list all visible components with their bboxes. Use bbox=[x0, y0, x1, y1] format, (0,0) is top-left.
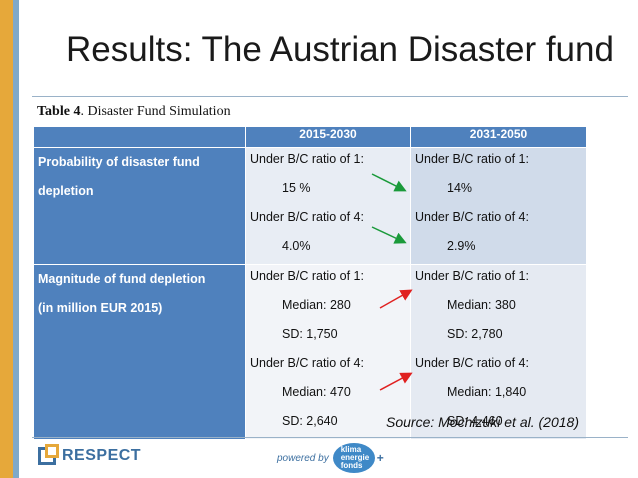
cell-line: Under B/C ratio of 1: bbox=[250, 269, 364, 283]
cell-line: Under B/C ratio of 4: bbox=[250, 210, 364, 224]
cell-line: 14% bbox=[447, 181, 473, 195]
table-row-magnitude: Magnitude of fund depletion (in million … bbox=[33, 264, 587, 440]
footer-divider bbox=[32, 437, 628, 438]
table-row-probability: Probability of disaster fund depletion U… bbox=[33, 147, 587, 265]
respect-logo-icon bbox=[38, 444, 59, 465]
row-label-line: depletion bbox=[38, 184, 94, 198]
simulation-table: 2015-2030 2031-2050 Probability of disas… bbox=[33, 126, 587, 440]
left-accent-bar bbox=[0, 0, 13, 478]
source-citation: Source: Mochizuki et al. (2018) bbox=[386, 414, 579, 430]
klima-line: klima bbox=[340, 445, 362, 454]
klima-fonds-logo-icon: klima energie fonds bbox=[332, 443, 375, 473]
row-label-probability: Probability of disaster fund depletion bbox=[33, 147, 246, 265]
klima-line: energie bbox=[340, 453, 370, 462]
cell-line: SD: 1,750 bbox=[282, 327, 338, 341]
powered-by-badge: powered by klima energie fonds + bbox=[277, 443, 384, 473]
klima-plus-icon: + bbox=[376, 451, 384, 465]
left-accent-bar-blue bbox=[13, 0, 19, 478]
table-caption: Table 4. Disaster Fund Simulation bbox=[37, 104, 231, 120]
slide-title: Results: The Austrian Disaster fund bbox=[66, 30, 614, 69]
cell-line: Under B/C ratio of 4: bbox=[415, 356, 529, 370]
table-header-row: 2015-2030 2031-2050 bbox=[33, 126, 587, 148]
row-label-magnitude: Magnitude of fund depletion (in million … bbox=[33, 264, 246, 440]
respect-logo-text: RESPECT bbox=[62, 447, 142, 464]
cell-line: 4.0% bbox=[282, 239, 311, 253]
cell-line: Under B/C ratio of 1: bbox=[250, 152, 364, 166]
cell-line: SD: 4,460 bbox=[447, 414, 503, 428]
header-blank bbox=[33, 126, 246, 148]
row-label-line: Probability of disaster fund bbox=[38, 155, 200, 169]
caption-text: . Disaster Fund Simulation bbox=[80, 104, 231, 119]
klima-line: fonds bbox=[340, 461, 363, 470]
header-2031-2050: 2031-2050 bbox=[410, 126, 587, 148]
cell-line: 15 % bbox=[282, 181, 311, 195]
row-label-line: (in million EUR 2015) bbox=[38, 301, 163, 315]
cell-line: 2.9% bbox=[447, 239, 476, 253]
klima-fonds-text: klima energie fonds bbox=[341, 446, 369, 470]
cell-line: Median: 280 bbox=[282, 298, 351, 312]
title-divider bbox=[32, 96, 628, 97]
cell-line: SD: 2,640 bbox=[282, 414, 338, 428]
cell-magnitude-2031: Under B/C ratio of 1: Median: 380 SD: 2,… bbox=[410, 264, 587, 440]
respect-logo: RESPECT bbox=[38, 444, 142, 465]
cell-line: Under B/C ratio of 4: bbox=[415, 210, 529, 224]
powered-by-text: powered by bbox=[277, 452, 329, 464]
row-label-line: Magnitude of fund depletion bbox=[38, 272, 206, 286]
caption-label: Table 4 bbox=[37, 104, 81, 119]
cell-line: Median: 1,840 bbox=[447, 385, 527, 399]
cell-probability-2031: Under B/C ratio of 1: 14% Under B/C rati… bbox=[410, 147, 587, 265]
cell-line: SD: 2,780 bbox=[447, 327, 503, 341]
cell-line: Under B/C ratio of 1: bbox=[415, 152, 529, 166]
cell-line: Under B/C ratio of 4: bbox=[250, 356, 364, 370]
cell-line: Median: 380 bbox=[447, 298, 516, 312]
header-2015-2030: 2015-2030 bbox=[245, 126, 411, 148]
cell-probability-2015: Under B/C ratio of 1: 15 % Under B/C rat… bbox=[245, 147, 411, 265]
cell-line: Median: 470 bbox=[282, 385, 351, 399]
cell-line: Under B/C ratio of 1: bbox=[415, 269, 529, 283]
